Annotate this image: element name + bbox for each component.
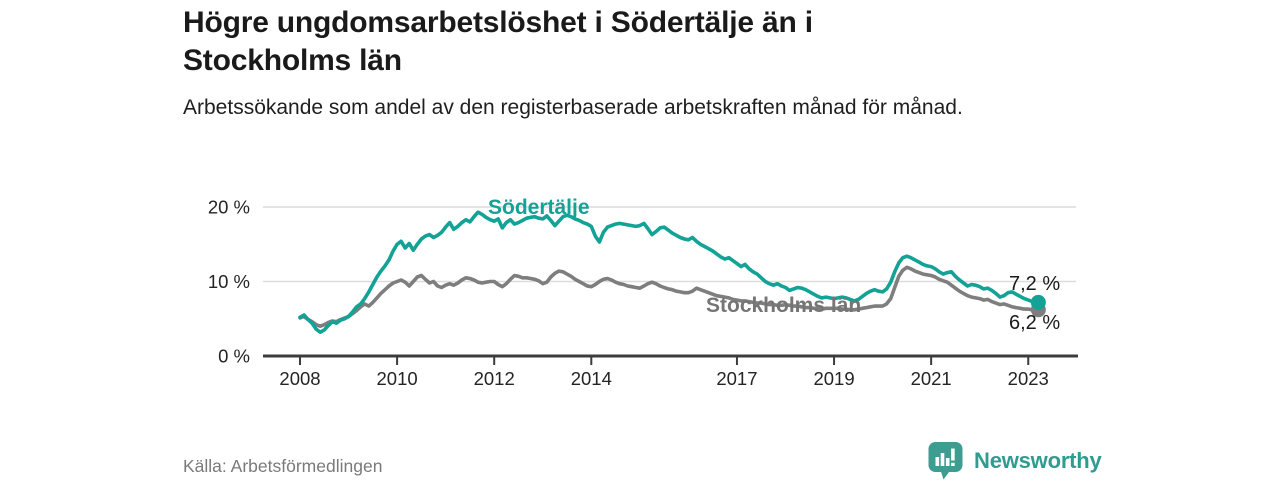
series-label-sodertalje: Södertälje: [488, 196, 590, 219]
series-line-s-dert-lje: [298, 210, 1039, 335]
x-tick-label-2012: 2012: [474, 368, 515, 389]
end-value-label-stockholms-lan: 6,2 %: [1009, 312, 1061, 334]
x-tick-label-2008: 2008: [279, 368, 320, 389]
newsworthy-logo: Newsworthy: [928, 442, 1102, 480]
x-tick-label-2014: 2014: [571, 368, 612, 389]
end-dot-s-dert-lje: [1030, 294, 1046, 310]
page-title: Högre ungdomsarbetslöshet i Södertälje ä…: [183, 6, 813, 78]
series-label-stockholms-lan: Stockholms län: [706, 294, 862, 317]
x-tick-label-2010: 2010: [377, 368, 418, 389]
x-tick-label-2023: 2023: [1008, 368, 1049, 389]
chart-subtitle: Arbetssökande som andel av den registerb…: [183, 96, 963, 119]
newsworthy-bar-chart-speech-bubble-icon: [928, 442, 963, 480]
source-credit: Källa: Arbetsförmedlingen: [183, 456, 383, 476]
x-tick-label-2017: 2017: [716, 368, 757, 389]
x-tick-label-2019: 2019: [813, 368, 854, 389]
newsworthy-wordmark: Newsworthy: [974, 448, 1102, 473]
series-line-stockholms-l-n: [298, 265, 1039, 329]
y-tick-label-0: 0 %: [218, 346, 250, 367]
x-tick-label-2021: 2021: [911, 368, 952, 389]
y-tick-label-20: 20 %: [208, 197, 250, 218]
end-value-label-sodertalje: 7,2 %: [1009, 273, 1061, 295]
y-tick-label-10: 10 %: [208, 271, 250, 292]
